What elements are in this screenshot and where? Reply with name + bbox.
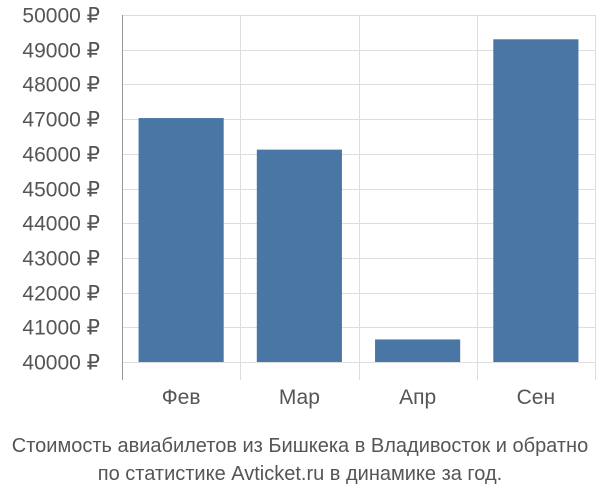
y-tick-label: 42000 ₽ xyxy=(22,283,100,306)
chart-caption-line-1: Стоимость авиабилетов из Бишкека в Влади… xyxy=(11,435,589,457)
y-tick-label: 41000 ₽ xyxy=(22,317,100,340)
x-tick-labels: Фев Мар Апр Сен xyxy=(162,386,555,409)
chart-caption-line-2: по статистике Avticket.ru в динамике за … xyxy=(97,463,503,485)
y-tick-label: 40000 ₽ xyxy=(22,352,100,375)
bar-chart: 40000 ₽ 41000 ₽ 42000 ₽ 43000 ₽ 44000 ₽ 45000… xyxy=(22,5,596,409)
y-tick-label: 43000 ₽ xyxy=(22,248,100,271)
y-tick-label: 45000 ₽ xyxy=(22,179,100,202)
x-tick-label: Апр xyxy=(399,386,436,409)
y-tick-label: 46000 ₽ xyxy=(22,144,100,167)
x-tick-label: Фев xyxy=(162,386,201,409)
bar-Мар xyxy=(256,149,342,362)
x-tick-label: Сен xyxy=(517,386,555,409)
bar-Апр xyxy=(375,339,461,362)
bar-Фев xyxy=(138,118,224,363)
y-tick-label: 49000 ₽ xyxy=(22,40,100,63)
bar-Сен xyxy=(493,39,579,362)
y-tick-label: 44000 ₽ xyxy=(22,213,100,236)
y-tick-label: 50000 ₽ xyxy=(22,5,100,28)
y-tick-labels: 40000 ₽ 41000 ₽ 42000 ₽ 43000 ₽ 44000 ₽ 45000… xyxy=(22,5,100,375)
y-tick-label: 48000 ₽ xyxy=(22,74,100,97)
bars xyxy=(138,39,579,363)
y-tick-label: 47000 ₽ xyxy=(22,109,100,132)
x-tick-label: Мар xyxy=(279,386,320,409)
